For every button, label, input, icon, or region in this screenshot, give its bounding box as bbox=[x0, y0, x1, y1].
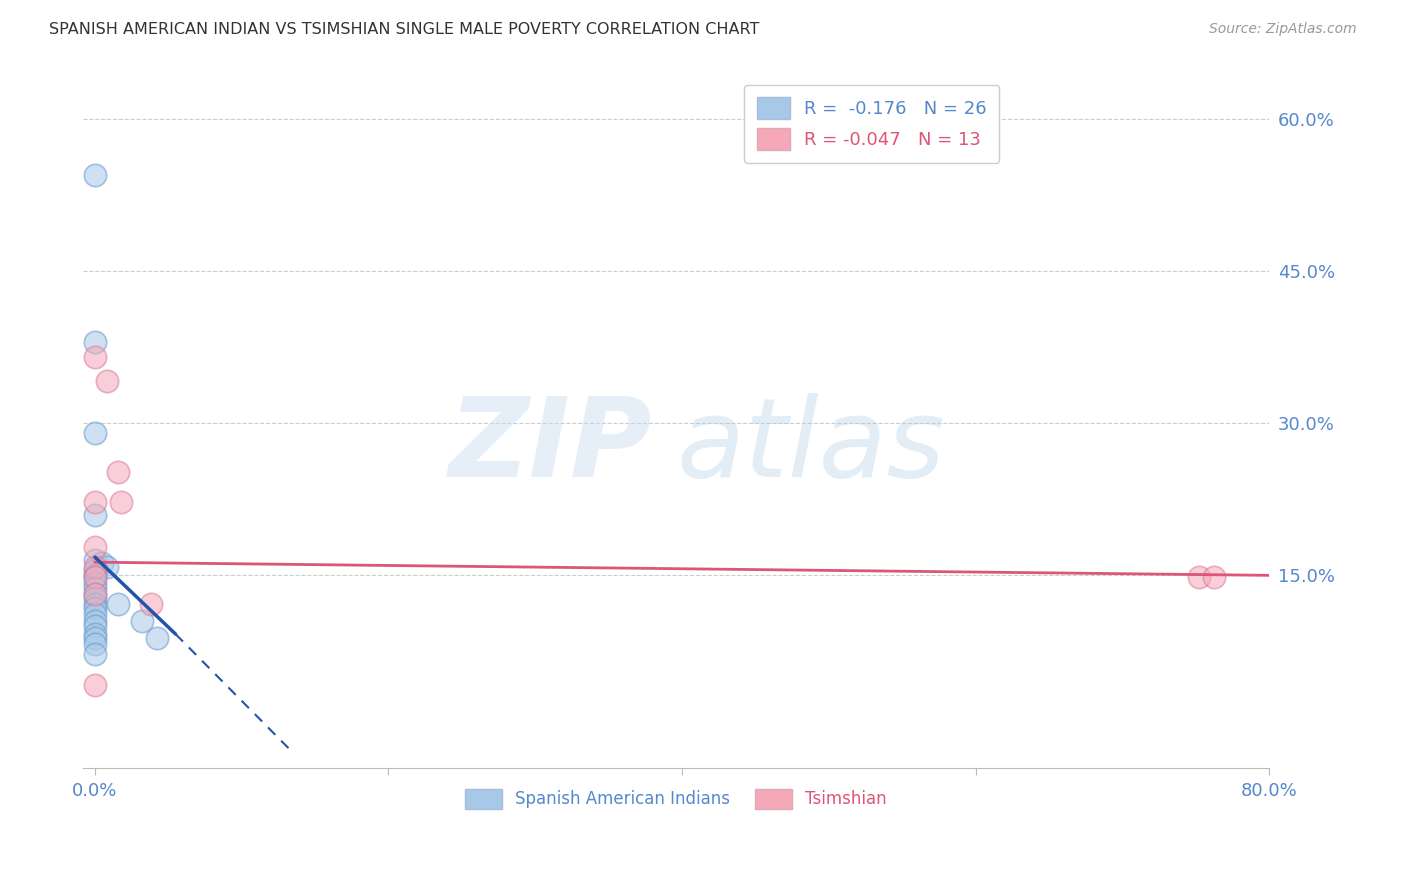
Point bbox=[107, 465, 129, 479]
Point bbox=[83, 568, 105, 582]
Point bbox=[83, 495, 105, 509]
Point bbox=[83, 600, 105, 615]
Point bbox=[83, 637, 105, 651]
Point bbox=[83, 619, 105, 633]
Point bbox=[83, 168, 105, 182]
Point bbox=[83, 426, 105, 441]
Point bbox=[83, 560, 105, 574]
Point bbox=[83, 627, 105, 641]
Point bbox=[83, 570, 105, 584]
Point bbox=[83, 508, 105, 522]
Point bbox=[83, 591, 105, 605]
Point bbox=[1188, 570, 1211, 584]
Point bbox=[83, 576, 105, 591]
Point bbox=[83, 540, 105, 554]
Text: ZIP: ZIP bbox=[449, 392, 652, 500]
Point bbox=[96, 374, 118, 388]
Point bbox=[83, 335, 105, 350]
Text: atlas: atlas bbox=[676, 392, 945, 500]
Point bbox=[83, 553, 105, 567]
Point bbox=[83, 570, 105, 584]
Point bbox=[83, 648, 105, 662]
Point bbox=[91, 556, 114, 570]
Point bbox=[107, 597, 129, 611]
Point bbox=[145, 631, 167, 645]
Point bbox=[83, 607, 105, 621]
Point bbox=[110, 495, 132, 509]
Point bbox=[83, 597, 105, 611]
Point bbox=[83, 581, 105, 595]
Text: SPANISH AMERICAN INDIAN VS TSIMSHIAN SINGLE MALE POVERTY CORRELATION CHART: SPANISH AMERICAN INDIAN VS TSIMSHIAN SIN… bbox=[49, 22, 759, 37]
Point bbox=[139, 597, 162, 611]
Point bbox=[83, 614, 105, 628]
Legend: Spanish American Indians, Tsimshian: Spanish American Indians, Tsimshian bbox=[458, 782, 894, 815]
Point bbox=[83, 678, 105, 692]
Text: Source: ZipAtlas.com: Source: ZipAtlas.com bbox=[1209, 22, 1357, 37]
Point bbox=[83, 586, 105, 600]
Point bbox=[83, 631, 105, 645]
Point bbox=[1202, 570, 1225, 584]
Point bbox=[131, 614, 153, 628]
Point bbox=[83, 586, 105, 600]
Point bbox=[83, 351, 105, 365]
Point bbox=[83, 563, 105, 577]
Point bbox=[96, 560, 118, 574]
